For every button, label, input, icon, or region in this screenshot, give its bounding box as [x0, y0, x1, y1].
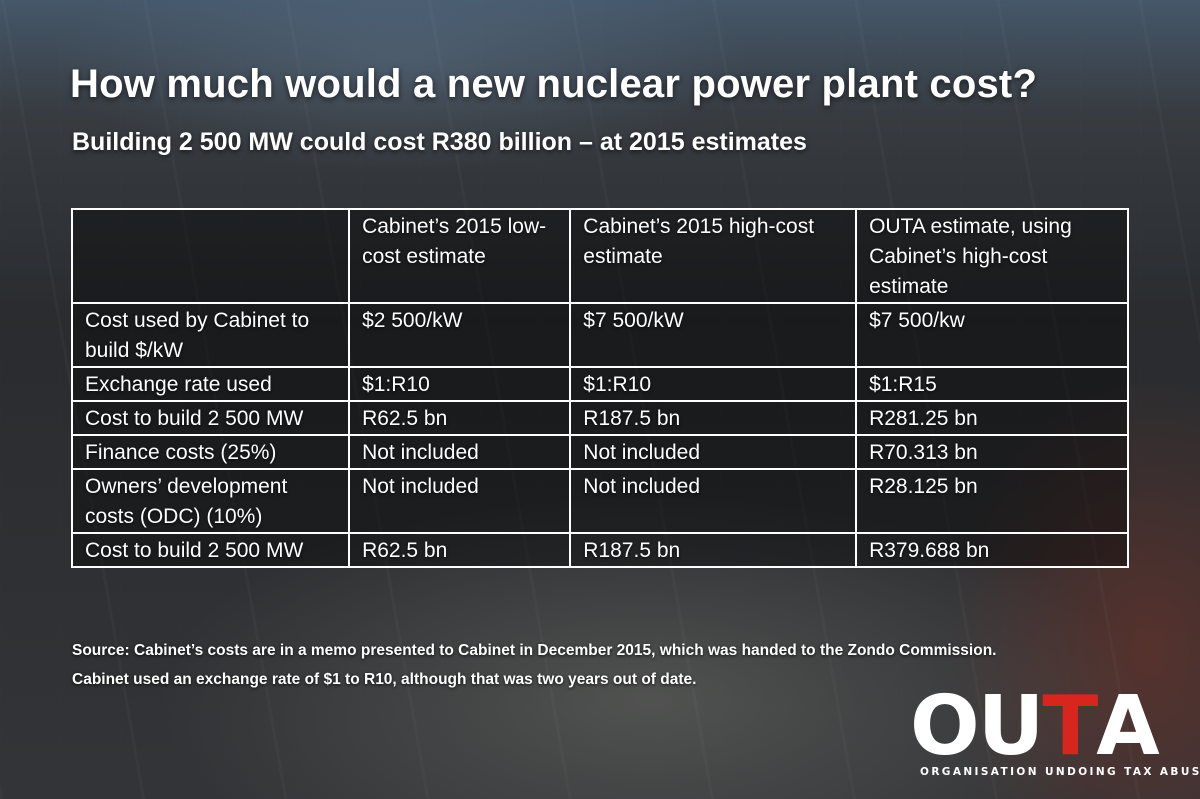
outa-logo: OUTA ORGANISATION UNDOING TAX ABUSE: [910, 679, 1200, 792]
logo-letter: U: [977, 679, 1045, 774]
table-cell: $1:R10: [348, 366, 572, 402]
table-cell: R187.5 bn: [569, 400, 858, 436]
table-cell: R62.5 bn: [348, 532, 572, 568]
logo-letter-accent: T: [1042, 679, 1098, 774]
row-label: Cost to build 2 500 MW: [70, 400, 351, 436]
cost-comparison-table: Cabinet’s 2015 low-cost estimate Cabinet…: [70, 208, 1129, 568]
logo-wordmark: OUTA: [910, 679, 1160, 774]
row-label: Cost to build 2 500 MW: [70, 532, 351, 568]
table-cell: R281.25 bn: [855, 400, 1129, 436]
table-header-cell: Cabinet’s 2015 high-cost estimate: [569, 208, 858, 304]
page-title: How much would a new nuclear power plant…: [70, 62, 1038, 106]
table-cell: $1:R10: [569, 366, 858, 402]
table-header-cell: OUTA estimate, using Cabinet’s high-cost…: [855, 208, 1129, 304]
table-row: Cost to build 2 500 MW R62.5 bn R187.5 b…: [70, 532, 1129, 568]
table-cell: Not included: [348, 434, 572, 470]
source-line: Cabinet used an exchange rate of $1 to R…: [72, 671, 697, 688]
table-cell: $7 500/kW: [569, 302, 858, 368]
row-label: Exchange rate used: [70, 366, 351, 402]
table-cell: $1:R15: [855, 366, 1129, 402]
table-cell: Not included: [569, 434, 858, 470]
table-row: Finance costs (25%) Not included Not inc…: [70, 434, 1129, 470]
source-note: Source: Cabinet’s costs are in a memo pr…: [72, 636, 1172, 694]
row-label: Owners’ development costs (ODC) (10%): [70, 468, 351, 534]
logo-letter: A: [1096, 679, 1159, 774]
row-label: Finance costs (25%): [70, 434, 351, 470]
row-label: Cost used by Cabinet to build $/kW: [70, 302, 351, 368]
table-cell: $7 500/kw: [855, 302, 1129, 368]
table-cell: R379.688 bn: [855, 532, 1129, 568]
logo-letter: O: [910, 679, 980, 774]
page-subtitle: Building 2 500 MW could cost R380 billio…: [72, 128, 807, 156]
table-row: Cost used by Cabinet to build $/kW $2 50…: [70, 302, 1129, 368]
table-header-row: Cabinet’s 2015 low-cost estimate Cabinet…: [70, 208, 1129, 304]
source-line: Source: Cabinet’s costs are in a memo pr…: [72, 642, 997, 659]
table-cell: R28.125 bn: [855, 468, 1129, 534]
table-row: Cost to build 2 500 MW R62.5 bn R187.5 b…: [70, 400, 1129, 436]
table-cell: Not included: [348, 468, 572, 534]
table-row: Owners’ development costs (ODC) (10%) No…: [70, 468, 1129, 534]
table-cell: R62.5 bn: [348, 400, 572, 436]
table-cell: R70.313 bn: [855, 434, 1129, 470]
logo-tagline: ORGANISATION UNDOING TAX ABUSE: [920, 766, 1200, 778]
table-header-cell: [70, 208, 351, 304]
table-row: Exchange rate used $1:R10 $1:R10 $1:R15: [70, 366, 1129, 402]
table-cell: Not included: [569, 468, 858, 534]
table-cell: $2 500/kW: [348, 302, 572, 368]
table-header-cell: Cabinet’s 2015 low-cost estimate: [348, 208, 572, 304]
table-cell: R187.5 bn: [569, 532, 858, 568]
